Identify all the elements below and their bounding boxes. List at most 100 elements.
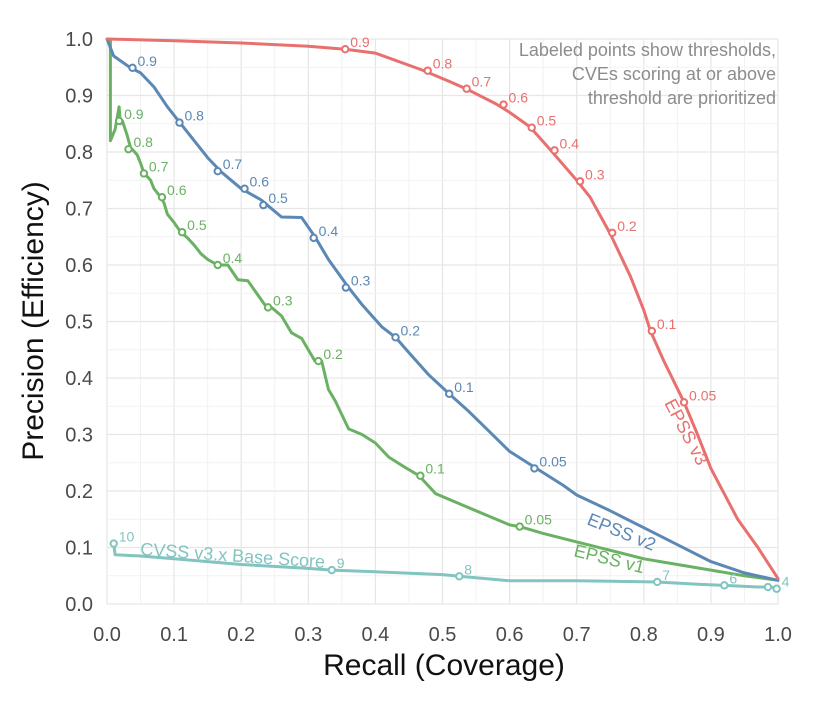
threshold-point [341, 283, 351, 292]
threshold-point [341, 44, 350, 54]
threshold-label: 0.4 [319, 223, 339, 239]
threshold-point [314, 356, 323, 366]
grid [106, 38, 779, 605]
threshold-label: 0.7 [223, 156, 243, 172]
threshold-label: 0.4 [560, 135, 580, 151]
series-line-epss-v1 [108, 37, 780, 582]
threshold-label: 0.9 [137, 53, 157, 69]
threshold-label: 7 [662, 567, 670, 583]
threshold-label: 0.3 [585, 166, 605, 182]
threshold-point [309, 233, 318, 243]
x-tick-label: 0.9 [697, 624, 725, 646]
threshold-point [139, 169, 149, 178]
threshold-label: 0.5 [537, 113, 557, 129]
threshold-point [423, 66, 432, 75]
y-tick-label: 0.2 [65, 481, 93, 503]
threshold-label: 0.9 [350, 34, 370, 50]
threshold-label: 0.6 [509, 90, 529, 106]
threshold-label: 6 [729, 570, 737, 586]
threshold-point [124, 144, 133, 154]
threshold-label: 0.7 [149, 158, 169, 174]
threshold-point [240, 184, 249, 193]
x-tick-label: 0.1 [160, 624, 188, 646]
annotation-line-1: Labeled points show thresholds, [519, 40, 776, 60]
threshold-point [608, 228, 617, 237]
threshold-label: 8 [464, 561, 472, 577]
y-tick-label: 0.3 [65, 425, 93, 447]
x-tick-label: 0.6 [496, 624, 524, 646]
threshold-label: 0.2 [401, 322, 421, 338]
x-tick-label: 0.4 [361, 624, 389, 646]
threshold-point [455, 572, 464, 581]
threshold-point [391, 333, 400, 342]
threshold-label: 0.05 [539, 453, 566, 469]
x-tick-label: 0.2 [227, 624, 255, 646]
threshold-point [653, 577, 662, 587]
threshold-label: 0.8 [433, 56, 453, 72]
threshold-point [157, 193, 167, 202]
x-tick-label: 0.8 [630, 624, 658, 646]
ticks: 0.0 0.1 0.2 0.3 0.4 0.5 0.6 0.7 0.8 0.9 1.00.00.10… [65, 29, 792, 646]
threshold-label: 0.3 [273, 292, 293, 308]
threshold-label: 0.5 [268, 190, 288, 206]
threshold-point [527, 123, 536, 132]
x-tick-label: 1.0 [764, 624, 792, 646]
threshold-point [462, 84, 471, 93]
y-tick-label: 0.7 [65, 199, 93, 221]
threshold-label: 0.9 [124, 106, 144, 122]
threshold-point [763, 582, 773, 592]
y-tick-label: 0.5 [65, 312, 93, 334]
x-tick-label: 0.3 [294, 624, 322, 646]
threshold-label: 0.6 [250, 174, 270, 190]
threshold-point [128, 63, 137, 73]
x-tick-label: 0.7 [563, 624, 591, 646]
threshold-label: 0.05 [689, 387, 716, 403]
threshold-label: 0.2 [323, 346, 343, 362]
x-axis-title: Recall (Coverage) [323, 649, 565, 682]
threshold-label: 4 [782, 574, 790, 590]
annotation-line-3: threshold are prioritized [588, 88, 776, 108]
threshold-point [213, 167, 222, 176]
threshold-label: 0.8 [133, 134, 153, 150]
threshold-point [213, 260, 222, 270]
threshold-point [327, 565, 336, 575]
threshold-label: 9 [337, 555, 345, 571]
threshold-label: 0.3 [351, 273, 371, 289]
threshold-point [679, 398, 689, 407]
threshold-point [772, 584, 781, 593]
threshold-point [647, 326, 657, 336]
threshold-point [720, 581, 729, 590]
y-tick-label: 0.8 [65, 142, 93, 164]
y-tick-label: 0.4 [65, 368, 93, 390]
y-tick-label: 0.6 [65, 255, 93, 277]
threshold-point [550, 146, 559, 155]
threshold-label: 0.2 [617, 218, 637, 234]
threshold-label: 0.05 [525, 512, 552, 528]
series-line-epss-v3 [105, 37, 780, 581]
threshold-point [109, 539, 118, 548]
annotation-line-2: CVEs scoring at or above [572, 64, 776, 84]
threshold-point [114, 116, 124, 126]
x-tick-label: 0.0 [93, 624, 121, 646]
threshold-label: 0.6 [167, 182, 187, 198]
series-layer: 109 8 7 6 40.90.80.70.60.50.40.30.20.10.050.… [105, 34, 790, 593]
y-axis-title: Precision (Efficiency) [17, 181, 50, 461]
y-tick-label: 1.0 [65, 29, 93, 51]
threshold-point [515, 522, 524, 531]
y-tick-label: 0.0 [65, 594, 93, 616]
threshold-label: 0.5 [187, 217, 207, 233]
threshold-point [575, 177, 585, 186]
y-tick-label: 0.1 [65, 538, 93, 560]
threshold-point [175, 118, 184, 127]
threshold-point [177, 228, 187, 237]
threshold-label: 0.1 [454, 379, 474, 395]
threshold-point [416, 471, 425, 480]
threshold-point [259, 200, 268, 210]
threshold-point [530, 464, 539, 473]
threshold-label: 0.1 [657, 316, 677, 332]
threshold-label: 0.8 [184, 108, 204, 124]
threshold-point [499, 100, 508, 109]
threshold-label: 0.1 [425, 461, 445, 477]
y-tick-label: 0.9 [65, 86, 93, 108]
